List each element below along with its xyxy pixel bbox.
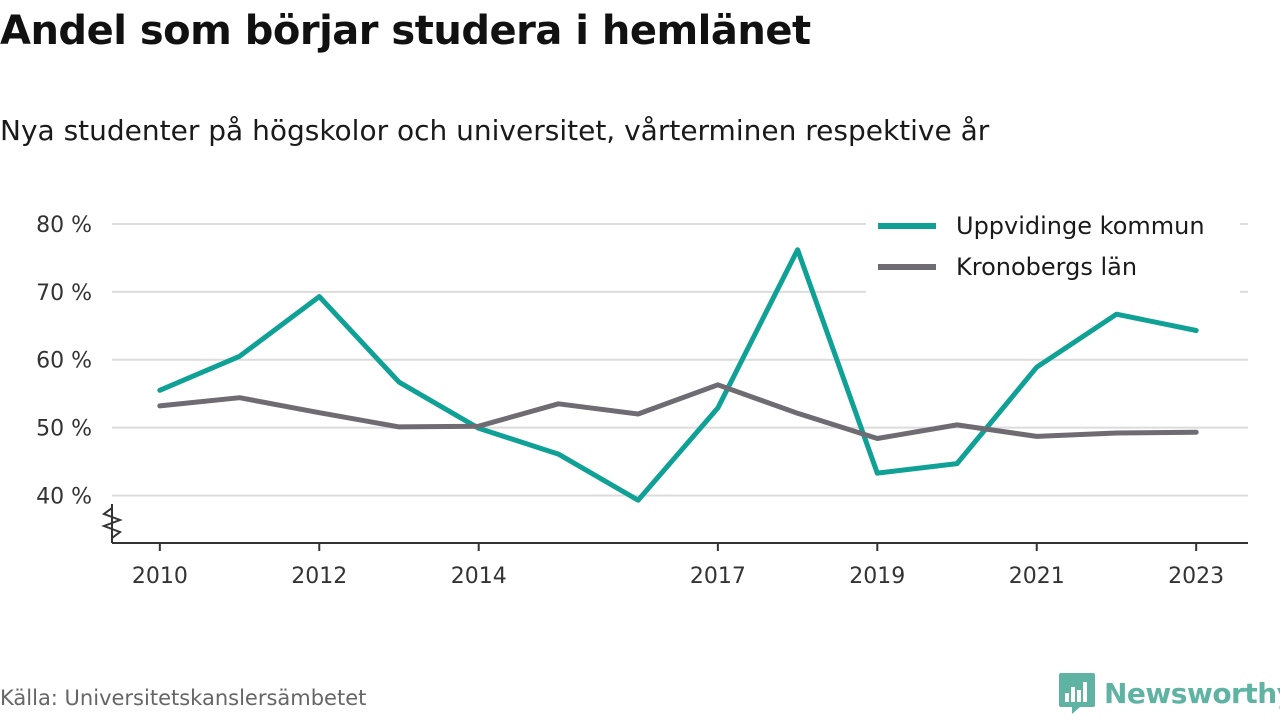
line-chart: 40 % 50 % 60 % 70 % 80 % 2010 2012 2014 2017 2019… — [36, 204, 1248, 589]
x-tick-label: 2017 — [690, 564, 746, 589]
chart-title: Andel som börjar studera i hemlänet — [0, 8, 811, 54]
x-tick-label: 2012 — [291, 564, 347, 589]
series-line — [157, 382, 1199, 441]
brand-logo: Newsworthy — [1058, 671, 1280, 715]
chart-axes: 40 % 50 % 60 % 70 % 80 % 2010 2012 2014 2017 2019… — [36, 213, 1248, 589]
legend-background — [866, 204, 1240, 296]
legend-label: Uppvidinge kommun — [956, 212, 1205, 240]
y-tick-label: 40 % — [36, 484, 92, 509]
source-note: Källa: Universitetskanslersämbetet — [0, 686, 367, 710]
chart-subtitle: Nya studenter på högskolor och universit… — [0, 114, 990, 147]
y-axis-break-icon — [101, 507, 123, 539]
y-tick-label: 70 % — [36, 281, 92, 306]
x-tick-label: 2010 — [132, 564, 188, 589]
x-tick-label: 2019 — [849, 564, 905, 589]
x-tick-label: 2021 — [1009, 564, 1065, 589]
y-tick-label: 60 % — [36, 349, 92, 374]
x-tick-label: 2014 — [451, 564, 507, 589]
newsworthy-logo-icon — [1059, 673, 1095, 714]
legend-label: Kronobergs län — [956, 253, 1137, 281]
series-line — [157, 247, 1199, 503]
chart-legend: Uppvidinge kommun Kronobergs län — [866, 204, 1240, 296]
y-tick-label: 50 % — [36, 417, 92, 442]
x-tick-label: 2023 — [1168, 564, 1224, 589]
brand-name: Newsworthy — [1104, 676, 1280, 710]
y-tick-label: 80 % — [36, 213, 92, 238]
series-lines — [157, 247, 1199, 503]
